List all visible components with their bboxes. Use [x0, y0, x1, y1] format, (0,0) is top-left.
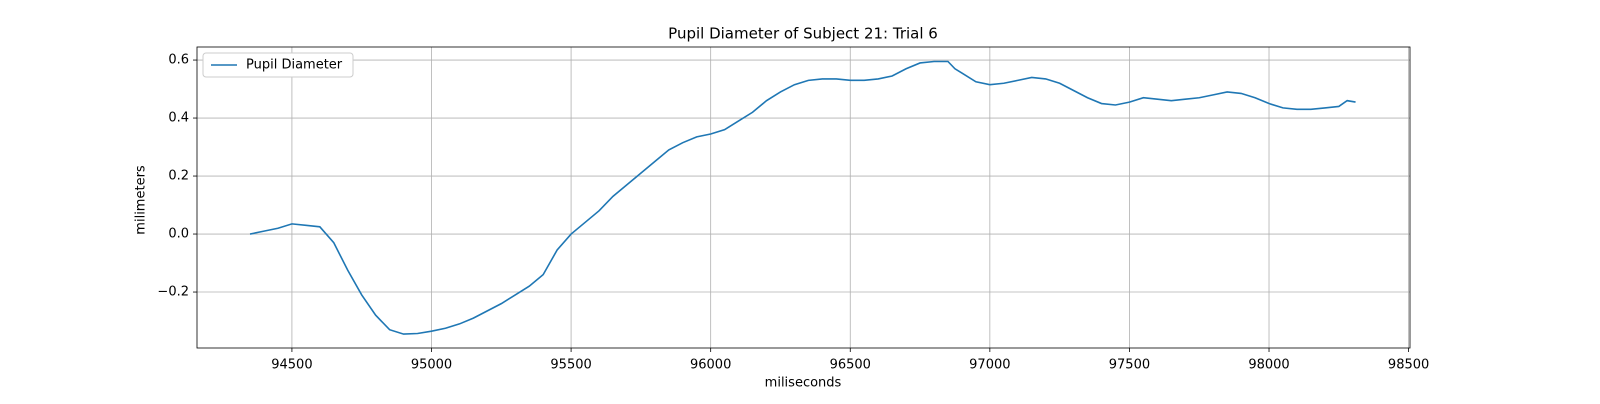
- x-tick-label: 98000: [1248, 358, 1289, 373]
- x-tick-label: 97000: [969, 358, 1010, 373]
- legend-label: Pupil Diameter: [246, 58, 343, 73]
- x-tick-label: 97500: [1109, 358, 1150, 373]
- plot-frame: [196, 46, 1411, 349]
- legend-box: [202, 52, 354, 78]
- x-tick-label: 94500: [271, 358, 312, 373]
- x-tick-label: 95500: [550, 358, 591, 373]
- x-axis-label: miliseconds: [765, 376, 842, 391]
- y-tick-label: −0.2: [157, 285, 189, 300]
- chart-title: Pupil Diameter of Subject 21: Trial 6: [668, 25, 938, 43]
- data-line: [249, 60, 1356, 335]
- y-tick-label: 0.6: [168, 53, 189, 68]
- y-tick-label: 0.0: [168, 227, 189, 242]
- y-axis-label: milimeters: [134, 165, 149, 235]
- x-tick-label: 96000: [690, 358, 731, 373]
- x-tick-label: 96500: [830, 358, 871, 373]
- x-tick-label: 98500: [1388, 358, 1429, 373]
- y-tick-label: 0.4: [168, 111, 189, 126]
- y-tick-label: 0.2: [168, 169, 189, 184]
- x-tick-label: 95000: [411, 358, 452, 373]
